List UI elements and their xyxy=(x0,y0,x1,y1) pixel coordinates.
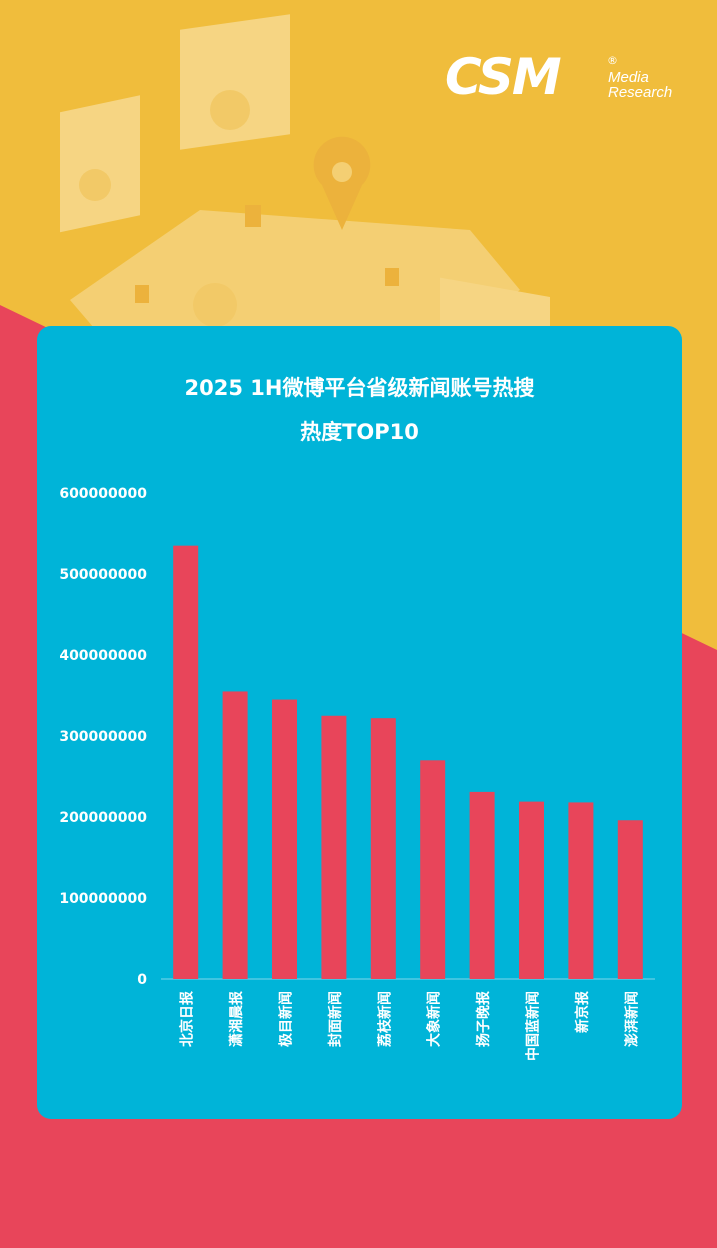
bar xyxy=(321,715,347,979)
x-tick-label: 荔枝新闻 xyxy=(376,991,393,1048)
y-tick-label: 0 xyxy=(137,972,147,988)
y-tick-label: 300000000 xyxy=(59,729,147,745)
logo-sub-text: Media Research xyxy=(608,70,672,100)
x-tick-label: 大象新闻 xyxy=(426,991,443,1047)
bar xyxy=(370,718,396,979)
x-tick-label: 封面新闻 xyxy=(327,991,344,1047)
y-tick-label: 400000000 xyxy=(59,648,147,664)
logo-registered-mark: ® xyxy=(607,54,618,67)
bar xyxy=(469,791,495,979)
chart-title: 2025 1H微博平台省级新闻账号热搜 xyxy=(184,376,535,400)
bar xyxy=(568,802,594,979)
bar xyxy=(272,699,297,979)
y-tick-label: 200000000 xyxy=(59,810,147,826)
bar xyxy=(617,820,643,979)
bar xyxy=(173,545,199,979)
x-tick-label: 极目新闻 xyxy=(278,991,295,1047)
y-tick-label: 500000000 xyxy=(59,567,147,583)
y-tick-label: 100000000 xyxy=(59,891,147,907)
x-tick-label: 扬子晚报 xyxy=(475,991,492,1047)
chart-panel: 2025 1H微博平台省级新闻账号热搜 热度TOP10 0 100000000 20… xyxy=(37,326,682,1119)
x-tick-label: 中国蓝新闻 xyxy=(525,991,542,1061)
bar-chart: 0 100000000 200000000 300000000 400000000 500… xyxy=(59,486,655,1061)
bar xyxy=(222,691,248,979)
logo-sub-media: Media xyxy=(608,69,649,86)
x-tick-label: 澎湃新闻 xyxy=(623,991,640,1047)
bar xyxy=(420,760,446,979)
y-tick-label: 600000000 xyxy=(59,486,147,502)
x-tick-label: 北京日报 xyxy=(179,991,196,1047)
chart-subtitle: 热度TOP10 xyxy=(300,420,419,444)
bar xyxy=(519,801,544,979)
csm-logo: CSM ® Media Research xyxy=(445,52,695,112)
x-tick-label: 潇湘晨报 xyxy=(228,991,245,1047)
logo-main-text: CSM xyxy=(445,48,562,106)
x-tick-label: 新京报 xyxy=(574,991,591,1033)
logo-sub-research: Research xyxy=(608,84,673,101)
